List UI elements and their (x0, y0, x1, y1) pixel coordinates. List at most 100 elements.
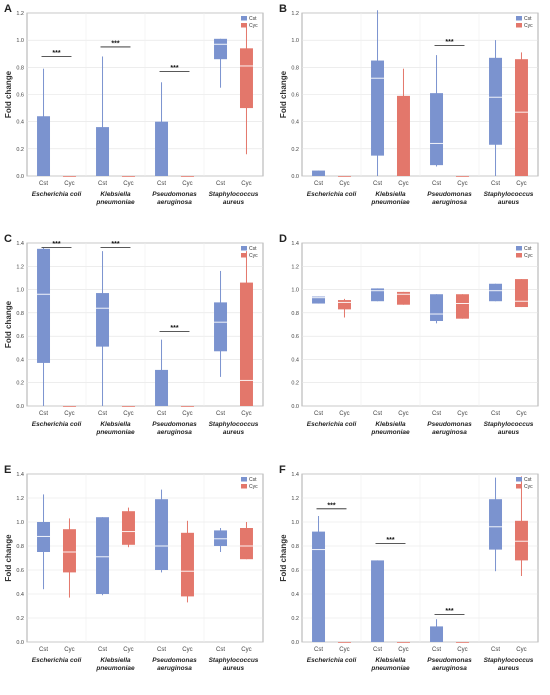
panel-letter: A (4, 3, 12, 15)
y-tick-label: 0.2 (16, 616, 24, 622)
x-sub-label: Cyc (182, 411, 192, 417)
y-tick-label: 1.4 (16, 472, 24, 478)
category-label: Klebsiella (375, 191, 406, 198)
category-label: Escherichia coli (307, 657, 357, 664)
y-tick-label: 1.2 (291, 496, 299, 502)
x-sub-label: Cst (432, 181, 441, 187)
significance-label: *** (445, 39, 453, 46)
y-tick-label: 0.2 (16, 381, 24, 387)
y-tick-label: 0.0 (291, 404, 299, 410)
x-sub-label: Cyc (398, 647, 408, 653)
category-label: pneumoniae (370, 199, 410, 206)
legend-swatch (241, 246, 247, 251)
box-cyc (239, 48, 253, 109)
x-sub-label: Cst (491, 647, 500, 653)
box-cst (489, 499, 503, 550)
box-cyc (239, 282, 253, 406)
box-cyc (514, 279, 528, 308)
x-sub-label: Cyc (516, 411, 526, 417)
category-label: aeruginosa (432, 429, 467, 436)
category-label: aeruginosa (157, 199, 192, 206)
box-cyc (396, 291, 410, 305)
category-label: pneumoniae (95, 429, 135, 436)
y-tick-label: 1.0 (291, 38, 299, 44)
box-cyc (121, 511, 135, 545)
box-cst (214, 302, 228, 352)
x-sub-label: Cyc (182, 647, 192, 653)
category-label: Pseudomonas (427, 421, 472, 428)
y-tick-label: 0.8 (16, 544, 24, 550)
y-tick-label: 1.2 (16, 11, 24, 17)
box-cst (371, 288, 385, 302)
category-label: pneumoniae (95, 665, 135, 672)
box-cst (96, 127, 110, 176)
box-cyc (514, 59, 528, 176)
y-tick-label: 0.6 (16, 334, 24, 340)
box-cyc (396, 95, 410, 176)
x-sub-label: Cst (491, 181, 500, 187)
box-cst (430, 294, 444, 322)
x-sub-label: Cst (373, 181, 382, 187)
category-label: Pseudomonas (152, 421, 197, 428)
panel-e: E 0.0 0.2 0.4 0.6 0.8 1.0 1.2 1.4 Fold change Cst C… (0, 461, 275, 694)
box-cst (214, 530, 228, 546)
box-cst (155, 121, 169, 176)
significance-label: *** (327, 502, 335, 509)
x-sub-label: Cyc (398, 411, 408, 417)
category-label: Staphylococcus (209, 191, 259, 198)
box-cst (312, 531, 326, 642)
x-sub-label: Cst (314, 181, 323, 187)
x-sub-label: Cst (39, 647, 48, 653)
y-axis-label: Fold change (279, 534, 288, 582)
y-tick-label: 0.8 (16, 311, 24, 317)
y-tick-label: 0.4 (291, 120, 299, 126)
box-cyc (121, 176, 135, 177)
y-tick-label: 0.0 (16, 404, 24, 410)
box-cst (96, 293, 110, 347)
category-label: Klebsiella (100, 657, 131, 664)
box-cyc (337, 176, 351, 177)
y-tick-label: 0.8 (16, 65, 24, 71)
box-cyc (121, 406, 135, 407)
category-label: Pseudomonas (427, 657, 472, 664)
y-tick-label: 0.4 (291, 357, 299, 363)
category-label: Pseudomonas (427, 191, 472, 198)
x-sub-label: Cyc (241, 181, 251, 187)
x-sub-label: Cyc (123, 181, 133, 187)
x-sub-label: Cst (98, 181, 107, 187)
panel-f-chart: F 0.0 0.2 0.4 0.6 0.8 1.0 1.2 1.4 Fold change *** *… (279, 464, 539, 672)
y-tick-label: 0.8 (291, 311, 299, 317)
legend-swatch (241, 16, 247, 21)
legend-label: Cst (524, 477, 532, 483)
category-label: aureus (498, 429, 520, 436)
y-axis-label: Fold change (279, 70, 288, 118)
legend-swatch (516, 484, 522, 489)
legend-label: Cyc (249, 484, 258, 490)
category-label: aeruginosa (432, 665, 467, 672)
category-label: Escherichia coli (307, 191, 357, 198)
y-axis-label: Fold change (4, 70, 13, 118)
category-label: Klebsiella (375, 421, 406, 428)
box-cst (312, 296, 326, 304)
y-tick-label: 0.6 (291, 93, 299, 99)
box-cst (37, 116, 51, 176)
x-sub-label: Cyc (398, 181, 408, 187)
legend-label: Cyc (524, 484, 533, 490)
category-label: Escherichia coli (32, 421, 82, 428)
y-tick-label: 0.6 (16, 93, 24, 99)
y-tick-label: 1.0 (291, 520, 299, 526)
box-cst (96, 517, 110, 594)
significance-label: *** (386, 537, 394, 544)
box-cyc (180, 406, 194, 407)
x-sub-label: Cst (432, 647, 441, 653)
x-sub-label: Cst (373, 411, 382, 417)
panel-c: C 0.0 0.2 0.4 0.6 0.8 1.0 1.2 1.4 Fold change *** *… (0, 230, 275, 458)
x-sub-label: Cst (98, 411, 107, 417)
significance-label: *** (170, 325, 178, 332)
box-cst (430, 93, 444, 166)
category-label: Staphylococcus (209, 657, 259, 664)
legend-swatch (516, 16, 522, 21)
category-label: Staphylococcus (484, 191, 534, 198)
